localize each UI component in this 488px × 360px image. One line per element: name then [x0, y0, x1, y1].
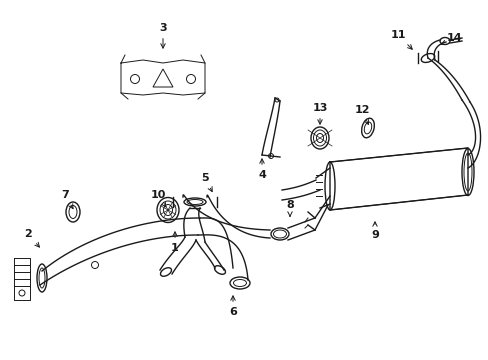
- Text: 3: 3: [159, 23, 166, 48]
- Text: 4: 4: [258, 159, 265, 180]
- Text: 1: 1: [171, 232, 179, 253]
- Text: 10: 10: [150, 190, 165, 207]
- Text: 9: 9: [370, 222, 378, 240]
- Text: 6: 6: [228, 296, 237, 317]
- Text: 5: 5: [201, 173, 212, 192]
- Text: 11: 11: [389, 30, 411, 49]
- Text: 14: 14: [441, 33, 462, 45]
- Text: 2: 2: [24, 229, 40, 247]
- Text: 7: 7: [61, 190, 73, 209]
- Text: 8: 8: [285, 200, 293, 216]
- Text: 12: 12: [353, 105, 369, 125]
- Text: 13: 13: [312, 103, 327, 124]
